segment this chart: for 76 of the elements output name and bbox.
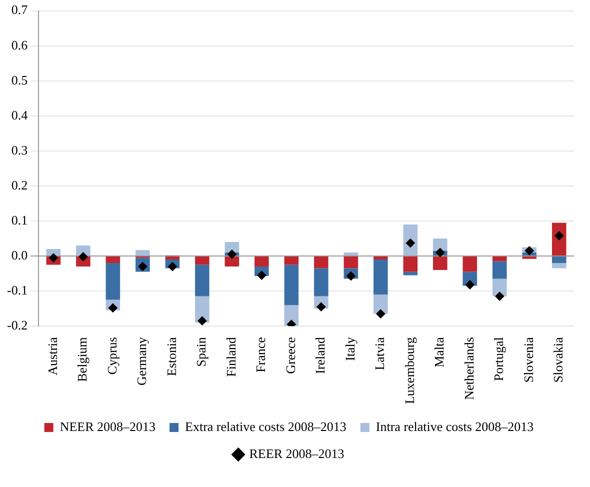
y-tick-label: 0.0 <box>11 247 28 262</box>
x-tick-label: Spain <box>194 336 209 367</box>
point <box>286 320 296 326</box>
bar <box>344 256 358 268</box>
bar <box>106 263 120 300</box>
bar <box>433 238 448 251</box>
point <box>524 246 534 256</box>
point <box>168 262 177 272</box>
y-tick-label: 0.6 <box>11 37 28 52</box>
bar <box>46 249 61 256</box>
x-tick-label: Italy <box>342 336 358 361</box>
bar <box>195 296 210 323</box>
bar <box>195 264 210 296</box>
bar <box>314 268 328 296</box>
bar <box>344 252 358 256</box>
point <box>257 270 266 280</box>
bar <box>195 256 210 265</box>
bar <box>314 256 328 268</box>
bar <box>492 256 507 262</box>
bar <box>462 256 478 272</box>
x-tick-label: Portugal <box>491 336 506 382</box>
point <box>48 253 58 262</box>
x-tick-label: Netherlands <box>461 337 476 400</box>
x-tick-label: Latvia <box>372 336 388 370</box>
x-tick-label: Slovakia <box>550 336 566 383</box>
y-tick-label: 0.7 <box>11 2 28 18</box>
y-tick-label: 0.2 <box>11 177 28 192</box>
bar <box>403 272 418 276</box>
bar <box>284 256 299 265</box>
x-tick-label: Greece <box>282 336 298 374</box>
bar <box>136 250 150 256</box>
bar <box>492 278 507 296</box>
y-tick-label: 0.4 <box>11 107 28 122</box>
bar <box>374 294 388 314</box>
x-tick-label: Austria <box>44 336 60 376</box>
y-tick-label: 0.5 <box>11 72 28 88</box>
bar <box>552 222 566 256</box>
bar <box>224 256 240 267</box>
bar <box>165 256 180 260</box>
point <box>436 248 445 258</box>
y-tick-label: -0.2 <box>6 318 28 333</box>
x-tick-label: Ireland <box>312 336 328 374</box>
x-tick-label: Luxembourg <box>402 336 417 404</box>
bar <box>433 256 448 270</box>
y-tick-label: 0.3 <box>11 142 28 158</box>
x-tick-label: Finland <box>223 336 238 377</box>
x-tick-label: Slovenia <box>520 336 536 383</box>
bar <box>284 264 299 306</box>
x-tick-label: Estonia <box>164 336 179 376</box>
point <box>227 250 236 259</box>
legend-label: Intra relative costs 2008–2013 <box>376 418 534 434</box>
y-tick-label: 0.1 <box>11 212 28 228</box>
bar <box>254 256 269 267</box>
bar <box>552 256 566 264</box>
bar <box>403 224 418 256</box>
bar <box>552 263 566 268</box>
x-tick-label: France <box>253 336 268 372</box>
legend-label: REER 2008–2013 <box>249 446 344 461</box>
bar <box>374 260 388 295</box>
bar <box>224 242 240 253</box>
bar <box>492 261 507 279</box>
bar <box>76 246 90 256</box>
x-tick-label: Belgium <box>74 337 90 382</box>
point <box>376 309 386 318</box>
point <box>465 280 474 290</box>
bar <box>106 256 120 264</box>
y-tick-label: -0.1 <box>6 282 28 298</box>
x-tick-label: Malta <box>432 336 447 368</box>
legend-label: Extra relative costs 2008–2013 <box>185 418 346 434</box>
point <box>495 292 504 301</box>
bar <box>403 256 418 272</box>
x-tick-label: Cyprus <box>104 337 120 375</box>
x-tick-label: Germany <box>134 336 150 386</box>
bar <box>374 256 388 260</box>
legend-label: NEER 2008–2013 <box>60 418 156 434</box>
point <box>198 316 207 326</box>
